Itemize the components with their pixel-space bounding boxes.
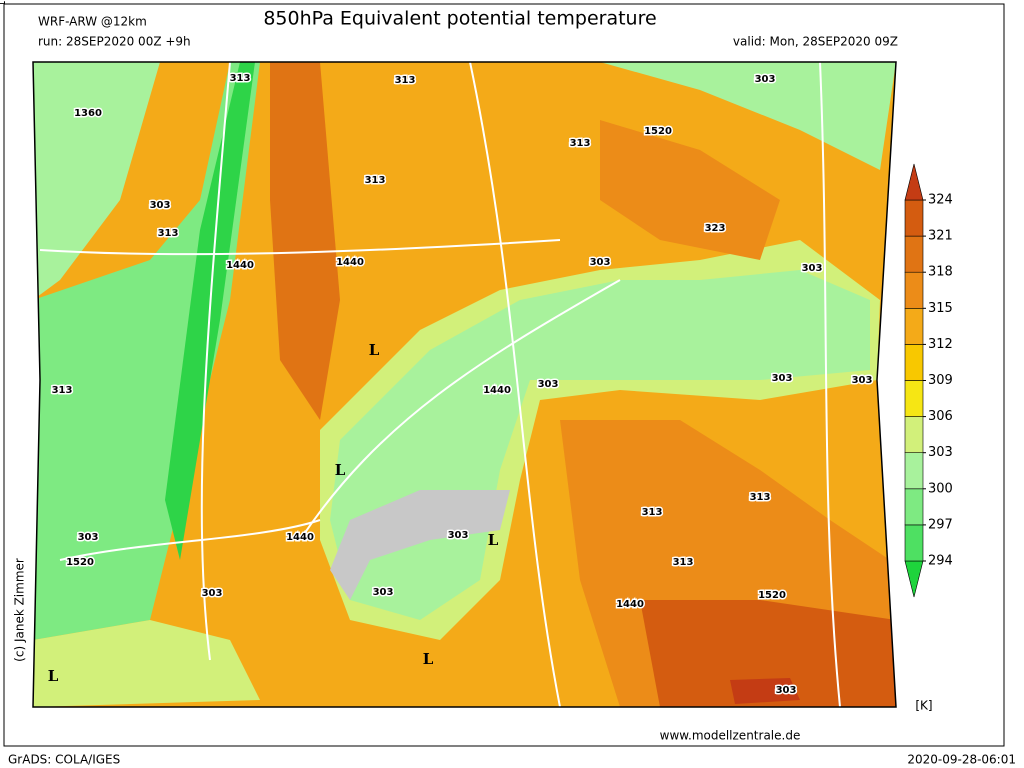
colorbar-segment (904, 271, 924, 309)
contour (39, 62, 841, 707)
contour-label: 313 (750, 492, 771, 503)
contour-label: 303 (373, 587, 394, 598)
colorbar-segment (904, 452, 924, 490)
contour-label: 1520 (758, 590, 786, 601)
credit: (c) Janek Zimmer (13, 558, 27, 662)
contour-label: 303 (202, 588, 223, 599)
colorbar-tick-label: 306 (928, 409, 953, 424)
map-frame (32, 61, 897, 708)
colorbar-segment (904, 524, 924, 562)
title: 850hPa Equivalent potential temperature (263, 8, 656, 30)
contour-label: 313 (230, 73, 251, 84)
contour-label: 323 (705, 223, 726, 234)
colorbar-segment (904, 380, 924, 417)
colorbar-tick-label: 318 (928, 265, 953, 280)
map (32, 61, 897, 708)
colorbar-segment (904, 488, 924, 526)
contour-label: 303 (852, 375, 873, 386)
colorbar-end (904, 560, 924, 598)
map-labels: 1360 1440 1440 1440 1440 1440 1520 1520 1520 313 3… (0, 0, 874, 698)
contour-label: L (369, 341, 380, 359)
timestamp: 2020-09-28-06:01 (907, 753, 1016, 767)
colorbar-segment (904, 307, 924, 345)
colorbar-tick-label: 324 (928, 193, 953, 208)
contour-label: L (0, 0, 6, 8)
contour-label: 303 (590, 257, 611, 268)
run-label: run: 28SEP2020 00Z +9h (38, 35, 191, 49)
model-label: WRF-ARW @12km (38, 15, 147, 29)
colorbar-segment (904, 344, 924, 381)
contour-label: 303 (776, 685, 797, 696)
colorbar-segment (904, 235, 924, 273)
contour-label: 303 (802, 263, 823, 274)
contour-label: 313 (365, 175, 386, 186)
terrain (330, 490, 510, 600)
contour-label: 1360 (74, 108, 102, 119)
colorbar-tick-label: 303 (928, 445, 953, 460)
colorbar-tick-label: 321 (928, 229, 953, 244)
valid-label: valid: Mon, 28SEP2020 09Z (733, 35, 898, 49)
contour-label: 313 (158, 228, 179, 239)
contour-label: L (423, 650, 434, 668)
contour-label: L (488, 531, 499, 549)
colorbar-tick-label: 294 (928, 554, 953, 569)
field-area (640, 600, 896, 707)
contour-label: 1520 (644, 126, 672, 137)
contour-label: 303 (772, 373, 793, 384)
software: GrADS: COLA/IGES (8, 753, 120, 767)
colorbar-segment (904, 416, 924, 454)
contour-label: 303 (538, 379, 559, 390)
field-area (33, 62, 160, 300)
contour-label: 313 (673, 557, 694, 568)
contour-label: 313 (570, 138, 591, 149)
colorbar: 294 297 300 303 306 309 312 315 318 321 324 (904, 163, 953, 598)
contour-label: 1440 (226, 260, 254, 271)
outer-frame (3, 3, 1005, 747)
contour-label: 303 (448, 530, 469, 541)
contour-label: 313 (642, 507, 663, 518)
colorbar-tick-label: 297 (928, 517, 953, 532)
colorbar-tick-label: 315 (928, 301, 953, 316)
field-area (270, 62, 340, 420)
colorbar-end (904, 163, 924, 201)
contour-label: 1440 (616, 599, 644, 610)
contour-label: 1440 (286, 532, 314, 543)
field-area (33, 62, 260, 640)
contour-label: 1440 (336, 257, 364, 268)
contour-label: 1520 (66, 557, 94, 568)
unit-label: [K] (915, 699, 932, 713)
colorbar-tick-label: 312 (928, 337, 953, 352)
contour-label: 313 (52, 385, 73, 396)
website: www.modellzentrale.de (660, 729, 801, 743)
contour-label: 303 (755, 74, 776, 85)
colorbar-tick-label: 300 (928, 481, 953, 496)
field-area (600, 120, 780, 260)
contour-label: 303 (150, 200, 171, 211)
contour-label: 313 (395, 75, 416, 86)
contour-label: L (335, 461, 346, 479)
contour-label: L (48, 667, 59, 685)
field-area (730, 678, 800, 704)
contour-label: 1440 (483, 385, 511, 396)
colorbar-segment (904, 199, 924, 237)
colorbar-tick-label: 309 (928, 373, 953, 388)
field-area (33, 620, 260, 707)
contour-label: 303 (78, 532, 99, 543)
